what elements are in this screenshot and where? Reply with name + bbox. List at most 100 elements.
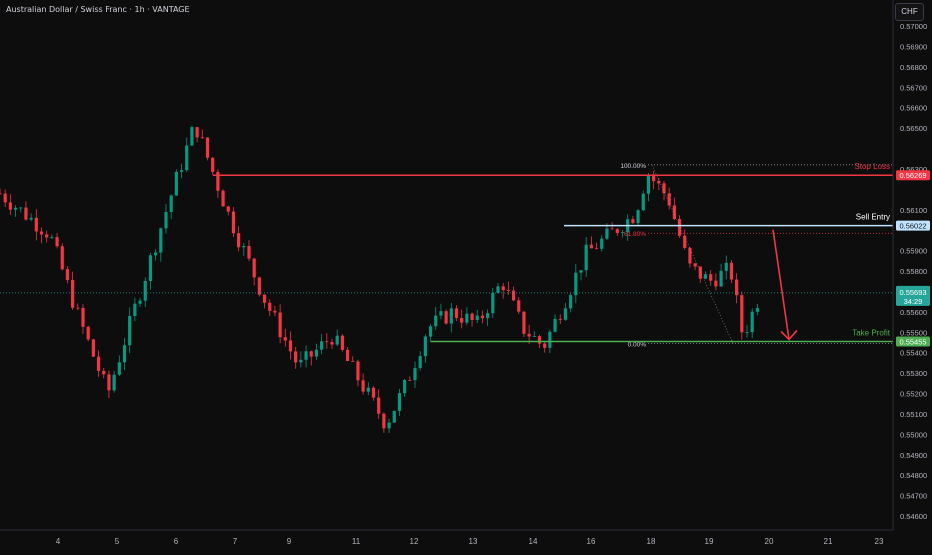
candle-body bbox=[423, 336, 427, 357]
candle-body bbox=[543, 343, 547, 348]
candle-body bbox=[620, 232, 625, 233]
candle-body bbox=[496, 286, 500, 293]
price-axis[interactable]: 0.57000 0.56900 0.56800 0.56700 0.56600 0.565… bbox=[900, 22, 927, 521]
candle-body bbox=[29, 217, 33, 220]
candle-body bbox=[13, 207, 18, 210]
time-tick-label: 20 bbox=[765, 537, 774, 546]
time-tick-label: 6 bbox=[174, 537, 179, 546]
candle-body bbox=[480, 315, 485, 319]
candle-body bbox=[159, 228, 163, 253]
price-tick-label: 0.56700 bbox=[900, 83, 927, 92]
price-tick-label: 0.55100 bbox=[900, 410, 927, 419]
candle-body bbox=[335, 335, 339, 345]
candle-body bbox=[288, 340, 293, 352]
candle-body bbox=[34, 217, 38, 232]
time-tick-label: 18 bbox=[647, 537, 656, 546]
candle-body bbox=[641, 193, 645, 211]
candle-body bbox=[273, 310, 277, 313]
candle-body bbox=[506, 290, 510, 291]
candle-body bbox=[81, 307, 85, 327]
candle-body bbox=[532, 336, 536, 337]
candle-body bbox=[558, 318, 562, 320]
candle-body bbox=[122, 345, 127, 363]
price-tick-label: 0.55900 bbox=[900, 247, 927, 256]
candle-body bbox=[408, 380, 412, 381]
candle-body bbox=[522, 311, 526, 334]
time-axis[interactable]: 4 5 6 7 9 11 12 13 14 16 18 19 20 21 23 bbox=[56, 537, 884, 546]
candle-body bbox=[174, 171, 178, 196]
candle-body bbox=[96, 356, 101, 371]
candle-body bbox=[257, 277, 261, 295]
take-profit-label: Take Profit bbox=[852, 328, 891, 337]
candle-body bbox=[216, 171, 220, 191]
price-tick-label: 0.56500 bbox=[900, 124, 927, 133]
candle-body bbox=[703, 274, 708, 279]
sell-entry-label: Sell Entry bbox=[856, 213, 890, 222]
candle-body bbox=[537, 336, 542, 344]
candle-body bbox=[200, 137, 204, 139]
candle-body bbox=[403, 380, 407, 394]
time-tick-label: 9 bbox=[287, 537, 292, 546]
price-tick-label: 0.54600 bbox=[900, 512, 927, 521]
candle-body bbox=[735, 279, 739, 296]
candle-body bbox=[527, 333, 531, 337]
candle-body bbox=[356, 361, 360, 381]
candle-body bbox=[330, 342, 334, 345]
candle-body bbox=[91, 339, 95, 357]
candle-body bbox=[45, 234, 49, 238]
take-profit-tag-bg bbox=[896, 336, 930, 347]
candle-body bbox=[76, 307, 80, 309]
candle-body bbox=[714, 280, 718, 287]
candle-body bbox=[491, 292, 495, 314]
candle-body bbox=[501, 286, 505, 291]
candle-body bbox=[60, 246, 64, 270]
candle-body bbox=[755, 308, 759, 312]
currency-button[interactable]: CHF bbox=[895, 3, 924, 21]
candle-body bbox=[304, 351, 308, 360]
time-tick-label: 19 bbox=[705, 537, 714, 546]
candle-body bbox=[19, 207, 23, 209]
price-tick-label: 0.57000 bbox=[900, 22, 927, 31]
candle-body bbox=[662, 183, 666, 194]
candle-body bbox=[387, 422, 391, 429]
price-tick-label: 0.55600 bbox=[900, 308, 927, 317]
fib-level-label: 0.00% bbox=[628, 341, 647, 348]
price-levels[interactable]: Stop Loss Sell Entry Take Profit bbox=[0, 162, 893, 343]
price-tick-label: 0.54800 bbox=[900, 471, 927, 480]
candle-body bbox=[262, 294, 267, 303]
candle-body bbox=[418, 356, 422, 369]
time-tick-label: 7 bbox=[233, 537, 238, 546]
candle-body bbox=[460, 317, 464, 323]
price-tick-label: 0.54900 bbox=[900, 451, 927, 460]
fibonacci-retracement[interactable]: 100.00% 61.80% 0.00% bbox=[620, 163, 893, 349]
arrow-head bbox=[780, 329, 798, 341]
candle-body bbox=[553, 318, 557, 332]
price-tick-label: 0.55400 bbox=[900, 349, 927, 358]
candle-body bbox=[283, 337, 287, 341]
candle-body bbox=[361, 380, 365, 392]
candle-body bbox=[444, 311, 448, 324]
time-tick-label: 13 bbox=[469, 537, 478, 546]
candle-body bbox=[3, 193, 7, 203]
candle-body bbox=[252, 258, 256, 278]
candle-body bbox=[0, 193, 2, 195]
price-tick-label: 0.56900 bbox=[900, 42, 927, 51]
candle-body bbox=[117, 362, 121, 375]
price-tick-label: 0.55300 bbox=[900, 369, 927, 378]
symbol-title[interactable]: Australian Dollar / Swiss Franc · 1h · V… bbox=[6, 5, 190, 14]
candle-body bbox=[86, 326, 90, 340]
projection-arrow[interactable] bbox=[772, 229, 798, 341]
candle-body bbox=[636, 210, 640, 224]
candle-body bbox=[724, 262, 728, 271]
candle-body bbox=[397, 393, 402, 411]
candle-body bbox=[615, 229, 619, 233]
candle-body bbox=[50, 237, 54, 238]
candle-body bbox=[548, 331, 552, 348]
arrow-shaft bbox=[772, 229, 790, 340]
time-tick-label: 16 bbox=[587, 537, 596, 546]
candle-body bbox=[351, 360, 355, 362]
candle-body bbox=[112, 374, 116, 391]
price-tick-label: 0.55200 bbox=[900, 390, 927, 399]
